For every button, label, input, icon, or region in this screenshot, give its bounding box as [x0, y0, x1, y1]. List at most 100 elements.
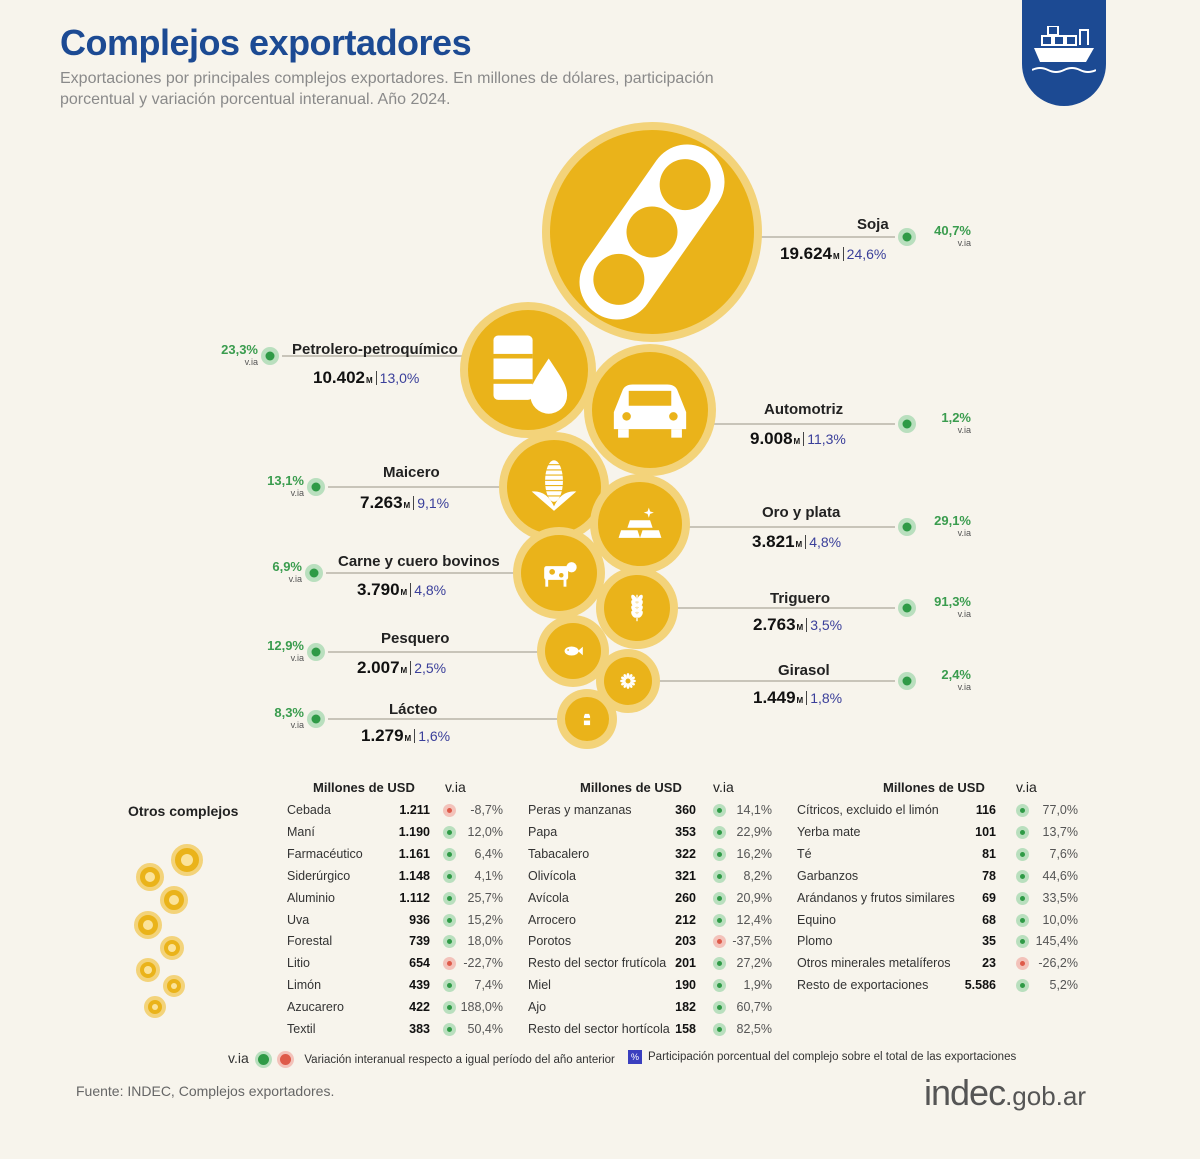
row-value: 322	[675, 846, 696, 861]
unit-label: M	[796, 623, 804, 632]
row-via: -22,7%	[463, 956, 503, 971]
row-name: Siderúrgico	[287, 868, 351, 883]
share-percent: 1,8%	[810, 690, 843, 706]
complex-name: Girasol	[778, 662, 830, 679]
row-value: 1.112	[399, 890, 430, 905]
complex-name: Oro y plata	[762, 504, 841, 521]
row-value: 1.211	[399, 803, 430, 817]
row-name: Olivícola	[528, 868, 576, 883]
unit-label: M	[793, 437, 801, 446]
via-value: 12,9%	[267, 638, 304, 653]
row-name: Peras y manzanas	[528, 803, 632, 817]
table-row: Siderúrgico 1.148 4,1%	[287, 869, 503, 891]
positive-dot-icon	[443, 979, 456, 993]
negative-dot-icon	[1016, 957, 1029, 971]
row-value: 23	[982, 956, 996, 971]
complex-value: 1.279M 1,6%	[361, 726, 450, 746]
legend-via: v.ia Variación interanual respecto a igu…	[228, 1050, 615, 1066]
via-positive-dot	[307, 643, 325, 661]
bubble-9	[557, 689, 617, 749]
row-via: 13,7%	[1042, 824, 1078, 839]
oil-barrel-icon	[493, 335, 568, 414]
via-caption: v.ia	[957, 238, 971, 248]
wheat-icon	[631, 594, 643, 622]
row-via: 7,4%	[474, 978, 504, 993]
row-value: 739	[409, 934, 430, 949]
row-name: Equino	[797, 912, 836, 927]
positive-dot-icon	[443, 913, 456, 927]
row-value: 321	[675, 868, 696, 883]
table-row: Ajo 182 60,7%	[528, 1000, 772, 1022]
source-note: Fuente: INDEC, Complejos exportadores.	[76, 1083, 335, 1099]
row-name: Garbanzos	[797, 868, 859, 883]
logo-main: indec	[924, 1072, 1006, 1113]
value-separator	[413, 496, 415, 510]
cow-icon	[544, 562, 577, 587]
bubble-2	[584, 344, 716, 476]
positive-dot-icon	[443, 1023, 456, 1036]
table-row: Peras y manzanas 360 14,1%	[528, 803, 772, 825]
row-name: Forestal	[287, 934, 333, 949]
complex-value: 2.763M 3,5%	[753, 615, 842, 635]
negative-dot-icon	[713, 935, 726, 949]
row-value: 383	[409, 1022, 430, 1036]
row-name: Plomo	[797, 934, 833, 949]
row-value: 190	[675, 978, 696, 993]
share-percent: 3,5%	[810, 617, 843, 633]
positive-dot-icon	[713, 979, 726, 993]
unit-label: M	[366, 376, 373, 385]
share-percent: 2,5%	[414, 660, 447, 676]
positive-dot-icon	[713, 957, 726, 971]
value-separator	[805, 535, 807, 549]
positive-dot-icon	[713, 891, 726, 905]
positive-dot-icon	[1016, 913, 1029, 927]
row-value: 81	[982, 846, 996, 861]
row-via: 20,9%	[736, 890, 772, 905]
row-value: 360	[675, 803, 696, 817]
row-value: 35	[982, 934, 996, 949]
bubble-5	[513, 527, 605, 619]
soy-pod-icon	[579, 144, 725, 320]
legend-via-label: v.ia	[228, 1050, 249, 1066]
via-caption: v.ia	[957, 528, 971, 538]
positive-dot-icon	[257, 1054, 269, 1066]
col3-header: Millones de USD	[883, 780, 985, 795]
row-via: 82,5%	[736, 1022, 772, 1036]
share-percent: 11,3%	[807, 431, 846, 447]
via-value: 23,3%	[221, 342, 258, 357]
row-via: 188,0%	[460, 1000, 503, 1015]
unit-label: M	[833, 252, 840, 261]
via-positive-dot	[261, 347, 279, 365]
via-positive-dot	[898, 672, 916, 690]
via-caption: v.ia	[290, 720, 304, 730]
via-label: 12,9% v.ia	[254, 638, 304, 664]
table-row: Arándanos y frutos similares 69 33,5%	[797, 891, 1078, 913]
via-caption: v.ia	[957, 609, 971, 619]
share-percent: 1,6%	[418, 728, 451, 744]
table-row: Uva 936 15,2%	[287, 913, 503, 935]
value-separator	[803, 432, 805, 446]
share-percent: 24,6%	[846, 246, 887, 262]
row-value: 353	[675, 824, 696, 839]
legend-via-text: Variación interanual respecto a igual pe…	[304, 1054, 615, 1066]
bubble-1	[460, 302, 596, 438]
via-value: 1,2%	[941, 410, 971, 425]
legend-share-text: Participación porcentual del complejo so…	[648, 1051, 1017, 1064]
sunflower-icon	[620, 673, 636, 689]
row-via: 22,9%	[736, 824, 772, 839]
table-row: Avícola 260 20,9%	[528, 891, 772, 913]
via-caption: v.ia	[244, 357, 258, 367]
via-value: 13,1%	[267, 473, 304, 488]
row-name: Porotos	[528, 934, 572, 949]
complex-value: 1.449M 1,8%	[753, 688, 842, 708]
row-value: 68	[982, 912, 996, 927]
via-value: 40,7%	[934, 223, 971, 238]
positive-dot-icon	[1016, 825, 1029, 839]
bubble-8	[596, 649, 660, 713]
via-label: 40,7% v.ia	[921, 223, 971, 249]
others-title: Otros complejos	[128, 803, 239, 819]
via-positive-dot	[898, 228, 916, 246]
positive-dot-icon	[1016, 869, 1029, 883]
value-number: 1.449	[753, 688, 796, 707]
via-caption: v.ia	[288, 574, 302, 584]
